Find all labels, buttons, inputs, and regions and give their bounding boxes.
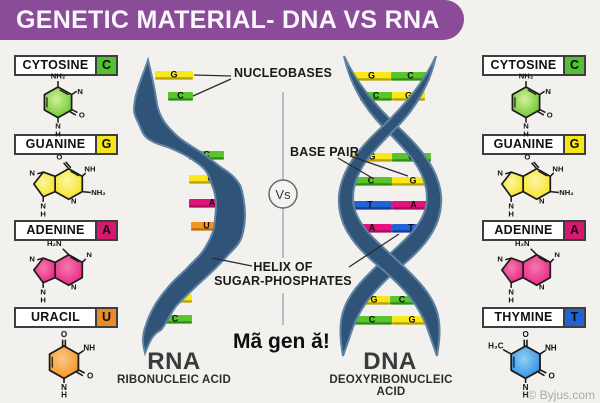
base-name: THYMINE — [494, 310, 553, 324]
uracil-molecule-left — [48, 329, 97, 401]
dna-base-left-letter: G — [370, 294, 377, 304]
base-letter-badge: G — [563, 136, 584, 153]
base-label-cytosine-left: CYTOSINE C — [14, 55, 118, 76]
base-name: CYTOSINE — [490, 58, 557, 72]
nucleobases-label: NUCLEOBASES — [234, 66, 333, 80]
dna-base-left-bar — [350, 177, 392, 184]
cytosine-molecule-right — [511, 70, 554, 140]
dna-base-left-bar — [352, 316, 392, 323]
dna-base-pairs: GCCGGCCGTAATGCCG — [348, 70, 435, 325]
rna-base-bar — [168, 92, 193, 99]
dna-base-right-letter: T — [408, 222, 414, 232]
dna-base-right-letter: G — [408, 314, 415, 324]
dna-base-left-bar — [348, 201, 392, 208]
helix-label-line2: SUGAR-PHOSPHATES — [214, 274, 352, 288]
base-letter-badge: C — [563, 57, 584, 74]
dna-base-right-letter: C — [407, 70, 414, 80]
base-label-guanine-left: GUANINE G — [14, 134, 118, 155]
base-letter-badge: A — [95, 222, 116, 239]
base-name: GUANINE — [25, 137, 86, 151]
dna-base-right-bar-shadow — [392, 207, 435, 210]
gene-code-annotation: Mã gen ă! — [233, 330, 330, 353]
base-letter-badge: C — [95, 57, 116, 74]
base-letter-badge: A — [563, 222, 584, 239]
dna-base-right-letter: G — [405, 90, 412, 100]
dna-base-right-bar-shadow — [391, 78, 430, 81]
rna-base-bar-shadow — [155, 77, 193, 80]
rna-base-letter: C — [172, 313, 179, 323]
dna-title: DNA — [363, 348, 417, 375]
helix-label-line1: HELIX OF — [253, 260, 313, 274]
dna-base-right-bar-shadow — [390, 302, 414, 305]
rna-base-letter: G — [170, 69, 177, 79]
dna-base-right-bar-shadow — [392, 322, 432, 325]
dna-base-right-bar — [391, 72, 430, 79]
page-title: GENETIC MATERIAL- DNA VS RNA — [16, 5, 440, 34]
adenine-molecule-left — [28, 238, 93, 306]
dna-subtitle: DEOXYRIBONUCLEIC ACID — [329, 374, 453, 398]
rna-title: RNA — [147, 348, 201, 375]
dna-base-left-bar-shadow — [350, 183, 392, 186]
base-label-adenine-right: ADENINE A — [482, 220, 586, 241]
base-label-uracil-left: URACIL U — [14, 307, 118, 328]
base-label-adenine-left: ADENINE A — [14, 220, 118, 241]
rna-strand — [133, 56, 247, 357]
dna-base-left-bar-shadow — [352, 322, 392, 325]
rna-base-letter: U — [203, 220, 210, 230]
dna-base-left-bar-shadow — [348, 207, 392, 210]
guanine-molecule-right — [496, 151, 575, 220]
cytosine-molecule-left — [43, 70, 86, 140]
base-name: ADENINE — [26, 223, 85, 237]
dna-base-left-letter: T — [367, 199, 373, 209]
rna-base-bar-shadow — [168, 98, 193, 101]
base-letter-badge: G — [95, 136, 116, 153]
adenine-molecule-right — [496, 238, 561, 306]
base-label-cytosine-right: CYTOSINE C — [482, 55, 586, 76]
base-name: GUANINE — [493, 137, 554, 151]
base-label-guanine-right: GUANINE G — [482, 134, 586, 155]
annotation-lines — [192, 74, 409, 268]
base-letter-badge: U — [95, 309, 116, 326]
dna-base-left-letter: C — [373, 90, 380, 100]
dna-base-right-bar — [390, 296, 414, 303]
guanine-molecule-left — [28, 151, 107, 220]
vs-circle — [268, 179, 298, 209]
dna-base-right-letter: C — [399, 294, 406, 304]
rna-base-bar — [155, 71, 193, 78]
byjus-watermark: © Byjus.com — [527, 388, 595, 402]
title-banner: GENETIC MATERIAL- DNA VS RNA — [0, 0, 464, 40]
base-pair-label: BASE PAIR — [290, 145, 359, 159]
helix-label: HELIX OF SUGAR-PHOSPHATES — [198, 260, 368, 288]
rna-subtitle: RIBONUCLEIC ACID — [117, 374, 231, 386]
vs-label: Vs — [275, 187, 291, 202]
base-label-thymine-right: THYMINE T — [482, 307, 586, 328]
dna-base-right-bar-shadow — [392, 183, 434, 186]
rna-base-letter: C — [203, 149, 210, 159]
dna-strand-left — [339, 55, 443, 357]
dna-base-right-letter: G — [409, 175, 416, 185]
rna-base-letter: C — [177, 90, 184, 100]
base-name: ADENINE — [494, 223, 553, 237]
dna-base-right-letter: A — [410, 199, 417, 209]
dna-base-right-bar — [392, 201, 435, 208]
base-name: CYTOSINE — [22, 58, 89, 72]
base-name: URACIL — [30, 310, 81, 324]
dna-base-left-bar — [352, 72, 391, 79]
dna-base-left-letter: G — [368, 70, 375, 80]
dna-base-left-bar-shadow — [352, 78, 391, 81]
rna-base-letter: A — [209, 197, 216, 207]
dna-base-left-letter: A — [369, 222, 376, 232]
dna-base-left-letter: C — [369, 314, 376, 324]
base-letter-badge: T — [563, 309, 584, 326]
dna-base-left-letter: C — [368, 175, 375, 185]
dna-base-left-letter: G — [368, 151, 375, 161]
